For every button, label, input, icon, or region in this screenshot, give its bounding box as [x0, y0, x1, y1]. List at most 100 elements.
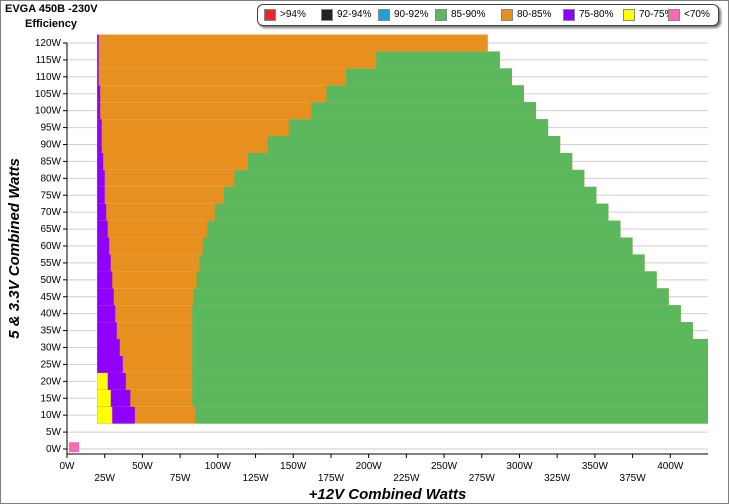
x-tick-label: 150W — [280, 461, 307, 472]
x-tick-label: 200W — [356, 461, 383, 472]
legend-swatch — [668, 9, 680, 21]
x-tick-label: 250W — [431, 461, 458, 472]
y-tick-label: 75W — [40, 190, 61, 201]
cell-85-90 — [311, 102, 537, 120]
cell-75-80 — [97, 203, 107, 221]
legend: >94% 92-94% 90-92% 85-90% 80-85% 75-80% 70-75%… — [257, 4, 719, 26]
y-tick-label: 15W — [40, 393, 61, 404]
legend-swatch — [321, 9, 333, 21]
cell-85-90 — [202, 237, 633, 255]
y-tick-label: 45W — [40, 292, 61, 303]
cell-85-90 — [192, 355, 708, 373]
x-tick-label: 225W — [393, 473, 420, 484]
cell-75-80 — [97, 51, 99, 69]
cell-85-90 — [199, 254, 645, 272]
cell-75-80 — [97, 271, 113, 289]
x-tick-label: 375W — [620, 473, 647, 484]
x-tick-label: 100W — [205, 461, 232, 472]
y-tick-label: 70W — [40, 207, 61, 218]
x-axis-title: +12V Combined Watts — [309, 486, 467, 503]
cell-75-80 — [97, 34, 99, 52]
cell-75-80 — [97, 288, 114, 306]
y-tick-label: 100W — [35, 106, 62, 117]
cell-85-90 — [192, 372, 708, 390]
cell-75-80 — [97, 186, 105, 204]
x-tick-label: 300W — [506, 461, 533, 472]
cell-85-90 — [195, 406, 708, 424]
legend-label: 80-85% — [517, 9, 552, 20]
y-tick-label: 25W — [40, 359, 61, 370]
legend-swatch — [563, 9, 575, 21]
cell-70-75 — [97, 372, 108, 390]
y-tick-label: 20W — [40, 376, 61, 387]
legend-swatch — [264, 9, 276, 21]
x-tick-label: 0W — [60, 461, 76, 472]
cell-75-80 — [97, 305, 116, 323]
cell-75-80 — [97, 237, 110, 255]
legend-swatch — [378, 9, 390, 21]
x-tick-label: 125W — [242, 473, 269, 484]
legend-label: <70% — [684, 9, 710, 20]
y-tick-label: 85W — [40, 156, 61, 167]
y-tick-label: 120W — [35, 38, 62, 49]
cell-85-90 — [376, 51, 500, 69]
y-axis-title: 5 & 3.3V Combined Watts — [6, 158, 23, 339]
cell-75-80 — [97, 254, 111, 272]
legend-swatch — [501, 9, 513, 21]
y-tick-label: 80W — [40, 173, 61, 184]
cell-80-85 — [97, 34, 488, 52]
cell-70-75 — [97, 389, 111, 407]
legend-label: >94% — [280, 9, 306, 20]
y-tick-label: 55W — [40, 258, 61, 269]
cell-85-90 — [326, 85, 524, 103]
cell-85-90 — [207, 220, 621, 238]
cell-75-80 — [97, 136, 102, 153]
cell-85-90 — [193, 288, 669, 306]
cell-75-80 — [97, 322, 117, 340]
cell-under-70 — [69, 442, 79, 453]
cell-85-90 — [192, 339, 708, 356]
legend-label: 92-94% — [337, 9, 372, 20]
x-tick-label: 275W — [469, 473, 496, 484]
x-tick-label: 400W — [657, 461, 684, 472]
cell-85-90 — [223, 186, 597, 204]
y-tick-label: 105W — [35, 89, 62, 100]
y-tick-label: 35W — [40, 326, 61, 337]
cell-75-80 — [97, 355, 123, 373]
cell-85-90 — [234, 169, 585, 187]
legend-swatch — [623, 9, 635, 21]
cell-85-90 — [192, 305, 681, 323]
y-tick-label: 60W — [40, 241, 61, 252]
y-tick-label: 95W — [40, 123, 61, 134]
cell-85-90 — [267, 136, 561, 153]
chart-title: EVGA 450B -230V — [5, 3, 98, 15]
x-tick-label: 50W — [132, 461, 153, 472]
y-tick-label: 30W — [40, 343, 61, 354]
y-tick-label: 0W — [46, 444, 62, 455]
cell-75-80 — [97, 68, 99, 86]
legend-label: 70-75% — [639, 9, 674, 20]
x-tick-label: 175W — [318, 473, 345, 484]
x-tick-label: 75W — [170, 473, 191, 484]
cell-85-90 — [214, 203, 609, 221]
y-tick-label: 50W — [40, 275, 61, 286]
y-tick-label: 115W — [36, 55, 62, 66]
cell-85-90 — [196, 271, 657, 289]
cell-75-80 — [97, 152, 104, 170]
x-tick-label: 350W — [582, 461, 609, 472]
y-tick-label: 110W — [36, 72, 62, 83]
x-tick-label: 325W — [544, 473, 571, 484]
cell-85-90 — [192, 389, 708, 407]
legend-label: 90-92% — [394, 9, 429, 20]
cell-85-90 — [346, 68, 512, 86]
y-tick-label: 10W — [40, 410, 61, 421]
cell-85-90 — [288, 119, 549, 137]
legend-swatch — [435, 9, 447, 21]
cell-75-80 — [97, 339, 120, 356]
cell-75-80 — [97, 119, 102, 137]
x-tick-label: 25W — [94, 473, 115, 484]
cell-85-90 — [192, 322, 693, 340]
legend-label: 75-80% — [579, 9, 614, 20]
